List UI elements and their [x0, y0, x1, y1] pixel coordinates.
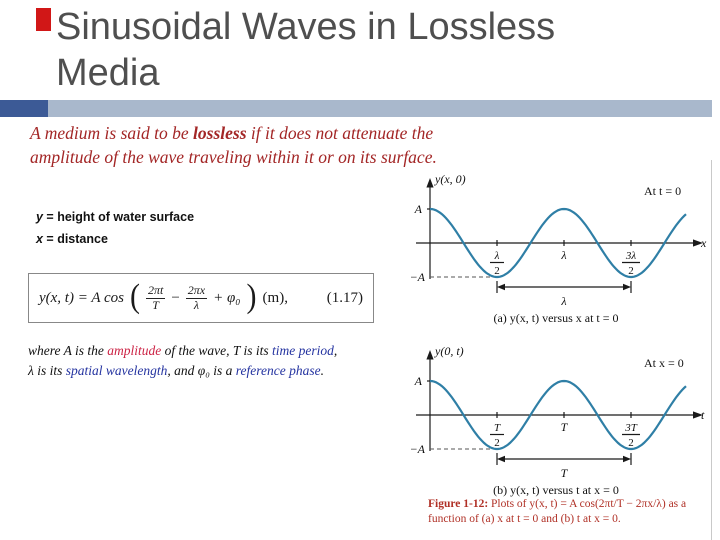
symbol-explanation-text: where A is the amplitude of the wave, T …	[28, 341, 413, 381]
x-axis-arrow	[693, 239, 703, 247]
lossless-definition-line2: amplitude of the wave traveling within i…	[30, 145, 570, 169]
paren-close: )	[246, 277, 257, 315]
text-run: Figure 1-12:	[428, 498, 492, 510]
wave-plot-vs-t: y(0, t) At x = 0 t A −A T 2 T 3T 2 T (b)…	[410, 344, 705, 497]
span-label: T	[561, 466, 569, 480]
t-axis-label: t	[701, 408, 705, 422]
title-accent-square	[36, 8, 51, 31]
text-run: amplitude	[107, 343, 162, 358]
text-run: , and φ₀ is a	[167, 363, 236, 378]
text-run: = distance	[42, 232, 108, 246]
sine-curve	[429, 379, 687, 451]
span-arrow-left	[497, 455, 505, 463]
fraction2-numerator: 2πx	[185, 282, 208, 299]
y-axis-arrow	[426, 178, 434, 188]
span-arrow-right	[623, 455, 631, 463]
title-divider-bar-accent	[0, 100, 48, 117]
text-run: spatial wavelength	[65, 363, 168, 378]
paren-open: (	[129, 277, 140, 315]
y-axis-arrow	[426, 350, 434, 360]
tick-label-half-num: λ	[494, 250, 500, 262]
wave-plot-vs-x: y(x, 0) At t = 0 x A −A λ 2 λ 3λ 2 λ (a)…	[410, 172, 707, 325]
text-run: = height of water surface	[42, 210, 195, 224]
fraction1-numerator: 2πt	[145, 282, 166, 299]
tick-label-half-den: 2	[494, 437, 500, 449]
x-definition: x = distance	[36, 228, 194, 250]
plot-b-caption: (b) y(x, t) versus t at x = 0	[493, 483, 619, 497]
fraction2-denominator: λ	[193, 297, 200, 312]
equation-1-17-box: y(x, t) = A cos ( 2πt T − 2πx λ + φ₀ ) (m)…	[28, 273, 374, 323]
text-run: time period	[272, 343, 334, 358]
fraction-2pix-over-lambda: 2πx λ	[185, 282, 208, 313]
text-run: Plots of y(x, t) = A cos(2πt/T − 2πx/λ) …	[428, 498, 687, 525]
plot-a-caption: (a) y(x, t) versus x at t = 0	[493, 311, 618, 325]
tick-label-threehalf-den: 2	[628, 437, 634, 449]
amplitude-label: A	[414, 202, 423, 216]
tick-label-threehalf-num: 3λ	[625, 250, 637, 262]
title-divider-bar	[0, 100, 712, 117]
text-run: λ is its	[28, 363, 66, 378]
y-axis-label: y(0, t)	[434, 344, 464, 358]
span-arrow-right	[623, 283, 631, 291]
equation-lhs: y(x, t) = A cos	[39, 289, 124, 306]
text-run: amplitude of the wave traveling within i…	[30, 147, 437, 167]
x-axis-label: x	[700, 236, 707, 250]
units-label: (m),	[262, 289, 288, 306]
sine-curve	[429, 207, 687, 279]
y-definition: y = height of water surface	[36, 206, 194, 228]
text-run: ,	[333, 343, 338, 358]
span-label: λ	[560, 294, 566, 308]
negative-amplitude-label: −A	[410, 442, 426, 456]
tick-label-one: T	[561, 420, 569, 434]
tick-label-half-num: T	[494, 422, 501, 434]
fraction1-denominator: T	[152, 297, 159, 312]
text-run: of the wave, T is its	[161, 343, 273, 358]
amplitude-label: A	[414, 374, 423, 388]
page-title: Sinusoidal Waves in Lossless Media	[56, 6, 556, 95]
lossless-definition-line1: A medium is said to be lossless if it do…	[30, 121, 570, 145]
span-arrow-left	[497, 283, 505, 291]
y-axis-label: y(x, 0)	[434, 172, 466, 186]
phase-term: + φ₀	[213, 289, 241, 306]
text-run: where A is the	[28, 343, 108, 358]
equation-number: (1.17)	[326, 289, 363, 306]
negative-amplitude-label: −A	[410, 270, 426, 284]
tick-label-one: λ	[560, 248, 566, 262]
variable-definitions: y = height of water surface x = distance	[36, 206, 194, 250]
scan-edge-line	[711, 160, 712, 540]
minus-operator: −	[171, 289, 180, 306]
text-run: .	[320, 363, 324, 378]
text-run: y	[36, 210, 43, 224]
tick-label-half-den: 2	[494, 265, 500, 277]
tick-label-threehalf-den: 2	[628, 265, 634, 277]
text-run: lossless	[193, 123, 247, 143]
x-axis-arrow	[693, 411, 703, 419]
symbol-explanation-line2: λ is its spatial wavelength, and φ₀ is a…	[28, 361, 413, 381]
tick-label-threehalf-num: 3T	[624, 422, 638, 434]
figure-caption: Figure 1-12: Plots of y(x, t) = A cos(2π…	[428, 497, 718, 527]
time-annotation: At t = 0	[644, 184, 681, 198]
text-run: reference phase	[235, 363, 321, 378]
text-run: x	[36, 232, 43, 246]
symbol-explanation-line1: where A is the amplitude of the wave, T …	[28, 341, 413, 361]
fraction-2pit-over-T: 2πt T	[145, 282, 166, 313]
text-run: if it does not attenuate the	[246, 123, 434, 143]
position-annotation: At x = 0	[644, 356, 684, 370]
lossless-definition-text: A medium is said to be lossless if it do…	[30, 121, 570, 169]
text-run: A medium is said to be	[30, 123, 194, 143]
